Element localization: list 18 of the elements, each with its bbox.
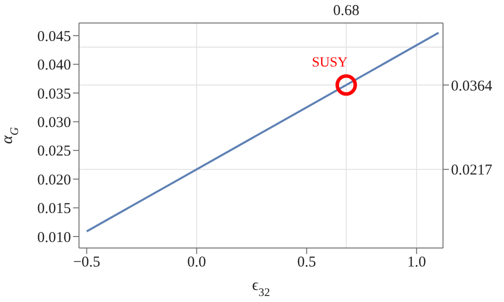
y2-tick-label: 0.0364	[451, 78, 493, 94]
x-tick-label: 0.5	[297, 254, 316, 271]
y-tick-label: 0.040	[37, 58, 71, 74]
series-label: SUSY	[312, 55, 348, 70]
y-tick-label: 0.015	[37, 201, 71, 218]
ref-line-label: 0.68	[333, 3, 360, 19]
x-tick-label: −0.5	[73, 254, 100, 271]
y-tick-label: 0.010	[37, 230, 71, 246]
y-tick-label: 0.030	[37, 115, 71, 132]
y-tick-label: 0.025	[37, 144, 71, 160]
x-tick-label: 0.0	[187, 254, 206, 271]
x-axis-title: ϵ$_{32}$	[252, 277, 270, 299]
x-tick-label: 1.0	[407, 254, 426, 271]
y2-tick-label: 0.0217	[451, 162, 493, 179]
y-tick-label: 0.020	[37, 172, 71, 188]
y-tick-label: 0.035	[37, 86, 71, 102]
line-series	[86, 32, 440, 232]
y-tick-label: 0.045	[37, 28, 71, 45]
